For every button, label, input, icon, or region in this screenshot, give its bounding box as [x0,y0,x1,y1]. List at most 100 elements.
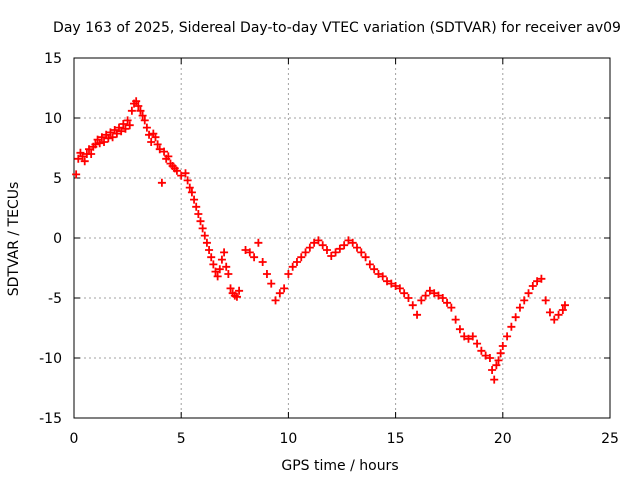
data-point [192,202,201,211]
data-point [438,294,447,302]
data-point [222,262,231,271]
data-point [108,133,117,142]
data-point [496,349,505,358]
data-point [348,238,357,247]
y-axis-label: SDTVAR / TECUs [6,182,22,297]
data-point [395,284,404,293]
data-point [172,166,181,175]
data-point [245,248,254,257]
data-point [183,176,192,185]
y-tick-label: -5 [48,291,62,307]
grid-layer [74,58,610,418]
data-point [460,332,469,341]
data-point [488,366,497,374]
data-point [202,238,211,247]
x-tick-label: 0 [70,431,79,447]
data-point [119,120,128,128]
data-point [85,145,94,154]
x-tick-label: 20 [494,431,512,447]
y-tick-label: 10 [44,111,62,127]
data-point [413,310,422,319]
data-point [383,277,392,286]
data-point [434,291,443,300]
data-marks [72,97,569,384]
data-point [78,152,87,161]
data-point [503,332,512,341]
data-point [241,246,250,254]
data-point [134,102,143,110]
data-point [327,252,336,260]
data-point [250,253,259,262]
data-point [310,238,319,247]
data-point [288,262,297,271]
data-point [464,334,473,343]
data-point [391,282,400,290]
data-point [498,342,507,350]
data-point [185,183,194,192]
x-tick-label: 15 [387,431,405,447]
data-point [198,224,207,233]
data-point [558,306,567,314]
data-point [235,286,244,295]
data-point [408,301,417,310]
data-point [194,210,203,218]
data-point [490,375,499,384]
data-point [344,236,353,245]
data-point [213,272,222,281]
data-point [318,241,327,250]
y-tick-label: 5 [53,171,62,187]
data-point [455,325,464,334]
data-point [157,178,166,187]
data-point [550,315,559,324]
data-point [151,133,160,142]
data-point [112,129,121,138]
data-point [340,241,349,250]
data-point [271,296,280,305]
data-point [301,248,310,257]
data-point [147,138,156,146]
y-tick-label: 15 [44,51,62,67]
data-point [220,248,229,257]
data-point [284,270,293,278]
data-point [417,296,426,305]
data-point [468,332,477,341]
data-point [226,284,235,293]
data-point [262,270,271,278]
tick-label-layer: 0 5 10 15 20 25 -15 -10 -5 0 5 10 15 [39,51,619,447]
plot-frame [73,57,611,419]
data-point [331,248,340,257]
data-point [155,145,164,154]
data-point [72,170,81,179]
data-point [74,154,83,163]
x-axis-label: GPS time / hours [281,458,398,474]
data-point [215,265,224,274]
data-point [181,169,190,178]
data-point [451,315,460,324]
data-point [545,308,554,317]
data-point [485,354,494,362]
data-point [507,322,516,331]
data-point [104,134,113,143]
data-point [91,140,100,149]
data-point [258,258,267,266]
data-point [404,294,413,302]
data-point [481,351,490,360]
data-point [421,291,430,300]
data-point [477,346,486,355]
data-point [224,270,233,278]
x-tick-label: 10 [279,431,297,447]
data-point [217,255,226,264]
data-point [473,339,482,348]
data-point [125,121,134,130]
data-point [314,236,323,245]
data-point [370,265,379,274]
data-point [187,188,196,197]
data-point [164,152,173,161]
data-point [511,313,520,322]
data-point [138,111,147,120]
data-point [305,243,314,252]
chart-title: Day 163 of 2025, Sidereal Day-to-day VTE… [53,20,621,36]
data-point [357,248,366,257]
x-tick-label: 5 [177,431,186,447]
